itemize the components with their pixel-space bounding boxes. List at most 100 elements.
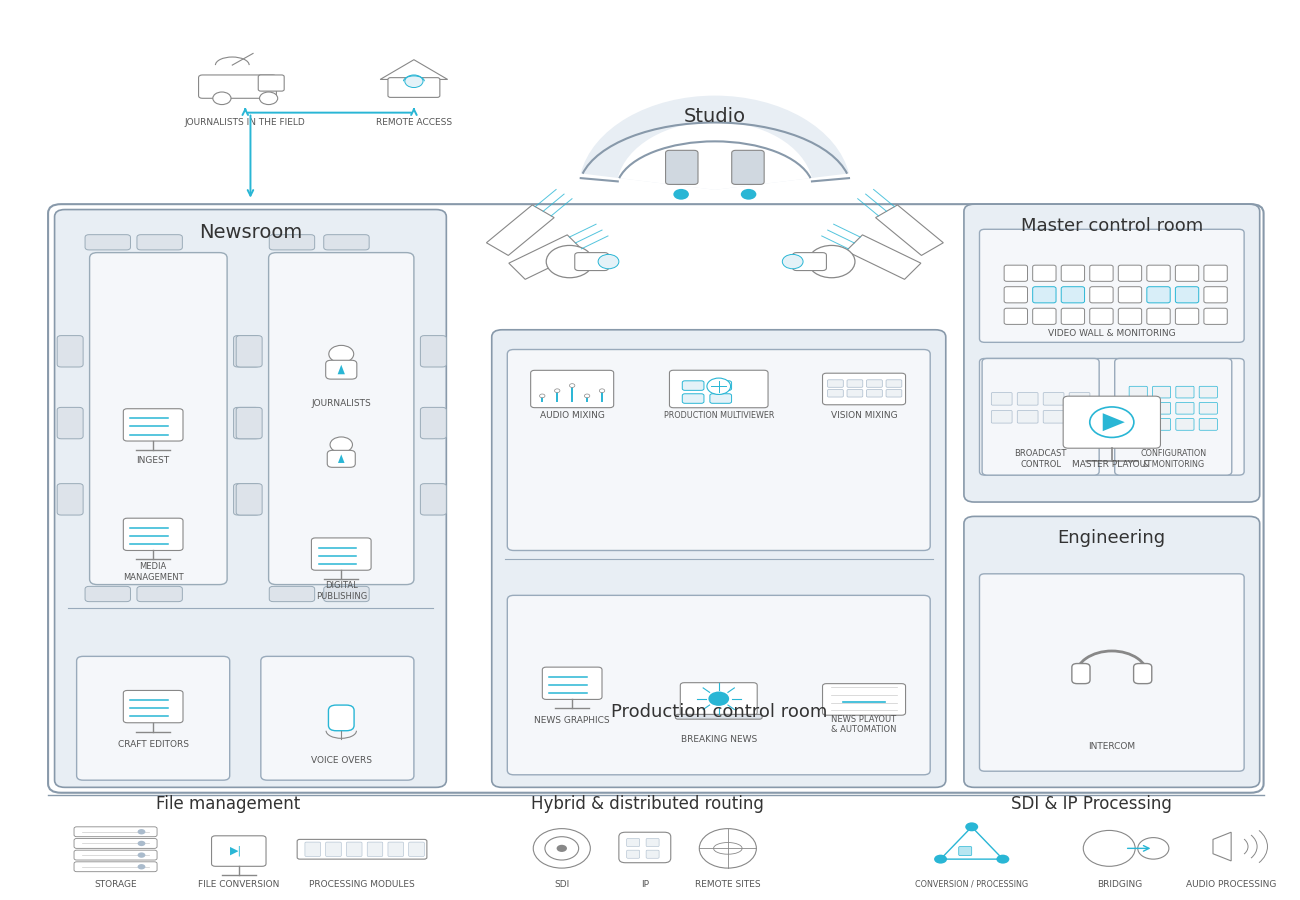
Text: BRIDGING: BRIDGING <box>1097 880 1143 889</box>
FancyBboxPatch shape <box>979 230 1244 342</box>
FancyBboxPatch shape <box>963 517 1260 788</box>
FancyBboxPatch shape <box>55 210 446 788</box>
FancyBboxPatch shape <box>867 380 883 387</box>
Text: JOURNALISTS IN THE FIELD: JOURNALISTS IN THE FIELD <box>185 118 306 127</box>
FancyBboxPatch shape <box>124 690 183 723</box>
Circle shape <box>673 189 689 200</box>
Text: JOURNALISTS: JOURNALISTS <box>312 399 370 408</box>
Text: Newsroom: Newsroom <box>199 223 302 242</box>
Circle shape <box>1083 831 1135 867</box>
FancyBboxPatch shape <box>269 253 413 585</box>
FancyBboxPatch shape <box>1069 392 1089 405</box>
Circle shape <box>329 346 354 363</box>
FancyBboxPatch shape <box>199 75 277 98</box>
Text: Production control room: Production control room <box>611 703 827 721</box>
Circle shape <box>598 255 619 269</box>
FancyBboxPatch shape <box>312 538 370 571</box>
FancyBboxPatch shape <box>646 839 659 847</box>
FancyBboxPatch shape <box>324 587 369 601</box>
Circle shape <box>965 823 978 832</box>
Text: INGEST: INGEST <box>136 456 170 465</box>
FancyBboxPatch shape <box>387 77 439 97</box>
FancyBboxPatch shape <box>1118 308 1141 324</box>
Text: Master control room: Master control room <box>1020 217 1202 235</box>
FancyBboxPatch shape <box>1204 308 1227 324</box>
FancyBboxPatch shape <box>237 336 263 367</box>
FancyBboxPatch shape <box>346 842 361 857</box>
FancyBboxPatch shape <box>507 349 931 551</box>
Text: Engineering: Engineering <box>1058 529 1166 547</box>
FancyBboxPatch shape <box>979 574 1244 771</box>
FancyBboxPatch shape <box>1118 287 1141 303</box>
FancyBboxPatch shape <box>74 850 157 860</box>
Circle shape <box>809 246 855 278</box>
FancyBboxPatch shape <box>326 842 342 857</box>
FancyBboxPatch shape <box>1069 410 1089 423</box>
Text: VIDEO WALL & MONITORING: VIDEO WALL & MONITORING <box>1048 328 1175 338</box>
Wedge shape <box>618 122 812 190</box>
FancyBboxPatch shape <box>823 684 906 716</box>
FancyBboxPatch shape <box>848 380 863 387</box>
FancyBboxPatch shape <box>326 360 356 379</box>
Polygon shape <box>338 454 344 463</box>
Circle shape <box>1138 838 1169 860</box>
Text: BREAKING NEWS: BREAKING NEWS <box>681 735 757 744</box>
FancyBboxPatch shape <box>1061 266 1084 282</box>
FancyBboxPatch shape <box>1043 392 1063 405</box>
FancyBboxPatch shape <box>619 832 671 863</box>
FancyBboxPatch shape <box>1175 418 1193 430</box>
FancyBboxPatch shape <box>828 380 844 387</box>
FancyBboxPatch shape <box>982 358 1100 475</box>
FancyBboxPatch shape <box>234 483 260 515</box>
FancyBboxPatch shape <box>992 410 1013 423</box>
Text: File management: File management <box>156 796 300 814</box>
Circle shape <box>546 246 593 278</box>
Polygon shape <box>380 59 447 79</box>
Circle shape <box>533 829 590 868</box>
Text: CONFIGURATION
& MONITORING: CONFIGURATION & MONITORING <box>1140 449 1206 469</box>
FancyBboxPatch shape <box>680 683 757 716</box>
FancyBboxPatch shape <box>74 827 157 837</box>
FancyBboxPatch shape <box>627 850 640 859</box>
Text: REMOTE ACCESS: REMOTE ACCESS <box>376 118 452 127</box>
FancyBboxPatch shape <box>324 235 369 250</box>
Text: NEWS GRAPHICS: NEWS GRAPHICS <box>534 716 610 725</box>
FancyBboxPatch shape <box>328 450 355 467</box>
FancyBboxPatch shape <box>1130 402 1148 414</box>
FancyBboxPatch shape <box>1004 266 1027 282</box>
Text: INTERCOM: INTERCOM <box>1088 742 1135 751</box>
FancyBboxPatch shape <box>867 390 883 397</box>
Circle shape <box>935 855 948 864</box>
Circle shape <box>138 829 146 834</box>
FancyBboxPatch shape <box>992 392 1013 405</box>
FancyBboxPatch shape <box>710 394 732 403</box>
Text: FILE CONVERSION: FILE CONVERSION <box>198 880 280 889</box>
FancyBboxPatch shape <box>542 667 602 699</box>
FancyBboxPatch shape <box>1147 266 1170 282</box>
FancyBboxPatch shape <box>136 235 182 250</box>
FancyBboxPatch shape <box>1199 402 1217 414</box>
FancyBboxPatch shape <box>57 483 83 515</box>
Text: VOICE OVERS: VOICE OVERS <box>311 756 372 765</box>
Text: REMOTE SITES: REMOTE SITES <box>696 880 760 889</box>
FancyBboxPatch shape <box>666 150 698 184</box>
Text: NEWS PLAYOUT
& AUTOMATION: NEWS PLAYOUT & AUTOMATION <box>831 715 897 734</box>
FancyBboxPatch shape <box>1175 266 1199 282</box>
Text: PRODUCTION MULTIVIEWER: PRODUCTION MULTIVIEWER <box>663 411 774 420</box>
FancyBboxPatch shape <box>298 840 426 860</box>
FancyBboxPatch shape <box>823 374 906 405</box>
Text: IP: IP <box>641 880 649 889</box>
FancyBboxPatch shape <box>420 408 446 439</box>
FancyBboxPatch shape <box>84 587 130 601</box>
FancyBboxPatch shape <box>1043 410 1063 423</box>
FancyBboxPatch shape <box>1032 308 1056 324</box>
FancyBboxPatch shape <box>136 587 182 601</box>
Circle shape <box>585 394 590 398</box>
FancyBboxPatch shape <box>958 847 971 856</box>
FancyBboxPatch shape <box>261 656 413 780</box>
Circle shape <box>138 841 146 846</box>
FancyBboxPatch shape <box>259 75 285 91</box>
FancyBboxPatch shape <box>848 390 863 397</box>
Polygon shape <box>1213 832 1231 861</box>
Circle shape <box>545 837 578 860</box>
